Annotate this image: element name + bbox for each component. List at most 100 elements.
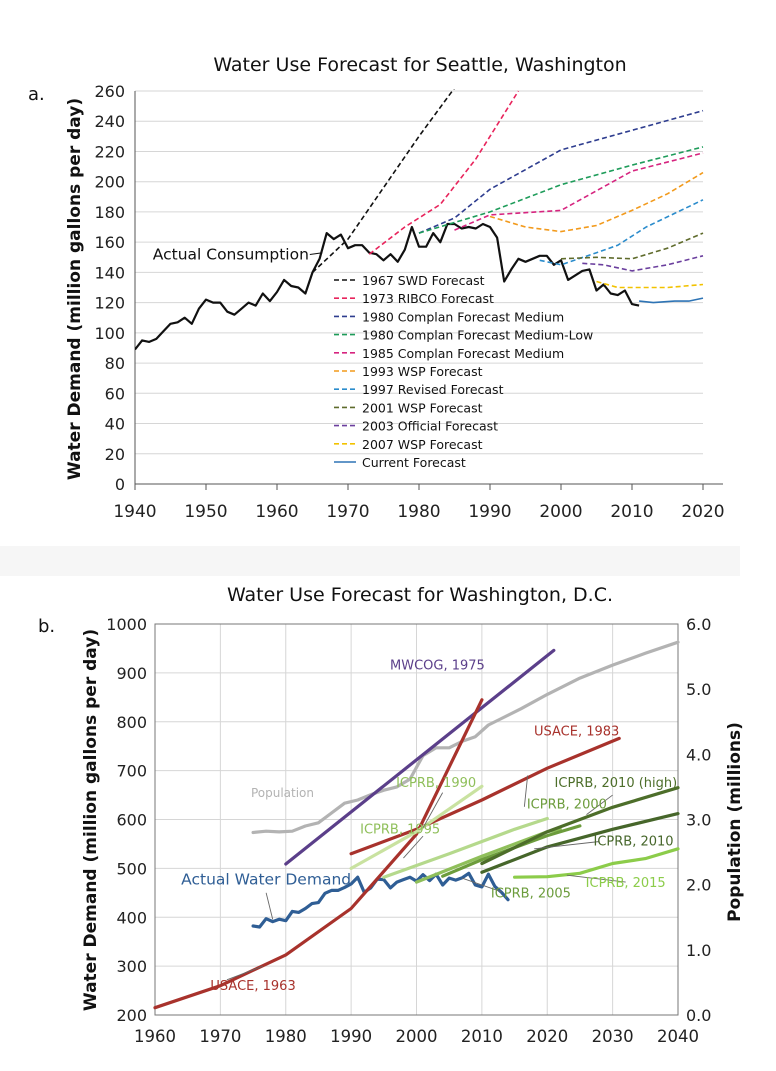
chart-a-legend-entry: 1993 WSP Forecast [362,364,483,379]
chart-a-series-1993-wsp-forecast [489,171,704,233]
chart-a-ytick: 80 [105,354,125,373]
chart-a-series-actual-consumption [135,222,640,351]
chart-b-leader-line [523,775,529,807]
chart-b-xtick: 2040 [657,1027,699,1046]
chart-b-label-icprb-2000: ICPRB, 2000 [527,798,607,813]
chart-b-series-usace-1983 [349,736,621,856]
chart-a-xtick: 1980 [397,502,440,522]
chart-a-ytick: 100 [94,324,125,343]
chart-a-xtick: 1940 [113,502,156,522]
chart-b-label-icprb-2010-high: ICPRB, 2010 (high) [555,776,678,791]
chart-a-ylabel: Water Demand (million gallons per day) [65,98,85,480]
chart-b-panel-label: b. [38,616,55,637]
chart-b-y2tick: 0.0 [686,1006,711,1025]
chart-b-series-usace-1963 [153,698,484,1010]
chart-b-y2tick: 4.0 [686,745,711,764]
chart-a-ytick: 260 [94,82,125,101]
chart-a-legend-entry: Current Forecast [362,455,466,470]
chart-b-xtick: 1990 [330,1027,372,1046]
chart-a-ytick: 120 [94,294,125,313]
chart-b-y2tick: 2.0 [686,876,711,895]
chart-b-label-icprb-2005: ICPRB, 2005 [491,887,571,902]
chart-a-panel-label: a. [28,84,45,105]
chart-b-ytick: 700 [116,762,147,781]
chart-b-series-population [251,640,680,835]
chart-a-legend-entry: 1985 Complan Forecast Medium [362,346,564,361]
panel-divider [0,546,740,576]
chart-a-series-1980-complan-forecast-medium-low [418,146,704,234]
chart-a-series-1997-revised-forecast [539,199,704,266]
chart-a-series-1985-complan-forecast-medium [454,152,704,231]
chart-b-leader-line [265,892,274,920]
chart-a-xtick: 2010 [610,502,653,522]
chart-b-leader-line [586,794,613,815]
chart-a-ytick: 160 [94,233,125,252]
chart-a-legend-entry: 1997 Revised Forecast [362,382,504,397]
chart-b-label-usace-1983: USACE, 1983 [534,724,619,739]
chart-b-label-icprb-1995: ICPRB, 1995 [360,823,440,838]
chart-a-series-1980-complan-forecast-medium [418,109,704,234]
chart-a-xtick: 2000 [539,502,582,522]
chart-a-ytick: 20 [105,445,125,464]
chart-a-ytick: 220 [94,142,125,161]
chart-a-series-1967-swd-forecast [311,89,455,273]
chart-b-leader-line [226,965,264,981]
chart-a-annotation: Actual Consumption [153,246,309,264]
chart-b-series-icprb-2010-high [480,786,680,866]
chart-a-legend-entry: 1967 SWD Forecast [362,273,485,288]
chart-b-leader-line [534,841,600,850]
chart-b-label-icprb-2010: ICPRB, 2010 [594,834,674,849]
chart-b-ytick: 900 [116,664,147,683]
chart-a-series-2001-wsp-forecast [560,232,704,260]
chart-a-xtick: 1950 [184,502,227,522]
chart-b-frame [154,623,679,1016]
chart-b-y2tick: 5.0 [686,680,711,699]
chart-b-label-icprb-1990: ICPRB, 1990 [396,776,476,791]
chart-a-ytick: 140 [94,263,125,282]
chart-a-annotation-leader [309,252,323,256]
chart-b-xtick: 2000 [396,1027,438,1046]
chart-b-series-icprb-1995 [382,816,549,879]
chart-a-series-2007-wsp-forecast [596,280,704,289]
chart-a-ytick: 60 [105,384,125,403]
chart-b-ytick: 300 [116,957,147,976]
chart-b-ytick: 200 [116,1006,147,1025]
chart-b-leader-line [462,877,502,893]
chart-b-y2tick: 1.0 [686,941,711,960]
chart-a-xtick: 1990 [468,502,511,522]
chart-b-xtick: 1960 [134,1027,176,1046]
chart-a-plot: 0 20 40 60 80 100 120 140 160 180 200 220 240 260 1940… [94,82,724,522]
chart-b-label-icprb-2015: ICPRB, 2015 [586,876,666,891]
chart-b-ytick: 800 [116,713,147,732]
chart-a-series-group [135,89,704,351]
chart-a-legend-entry: 1973 RIBCO Forecast [362,291,494,306]
chart-a-ytick: 200 [94,173,125,192]
chart-b-series-actual-water-demand [251,871,510,929]
chart-b-leader-line [422,792,444,829]
chart-b-xtick: 2010 [461,1027,503,1046]
chart-b-label-actual-water-demand: Actual Water Demand [181,871,351,889]
chart-a-series-1973-ribco-forecast [368,90,520,255]
chart-b-label-mwcog-1975: MWCOG, 1975 [390,658,485,673]
chart-a-title: Water Use Forecast for Seattle, Washingt… [213,54,626,76]
chart-a-xtick: 1970 [326,502,369,522]
chart-b-label-usace-1963: USACE, 1963 [210,979,295,994]
chart-b-label-population: Population [251,786,314,800]
chart-a-series-current-forecast [639,297,704,304]
chart-b-xtick: 2030 [592,1027,634,1046]
chart-a-series-2003-official-forecast [582,255,704,272]
chart-a-ytick: 240 [94,112,125,131]
chart-b-ytick: 400 [116,908,147,927]
chart-b-xtick: 1970 [199,1027,241,1046]
chart-a-xtick: 2020 [681,502,724,522]
chart-b-y2label: Population (millions) [725,722,745,922]
chart-a-ytick: 40 [105,415,125,434]
chart-b-title: Water Use Forecast for Washington, D.C. [227,584,613,606]
chart-a-legend-entry: 2007 WSP Forecast [362,437,483,452]
chart-a-legend-entry: 1980 Complan Forecast Medium [362,309,564,324]
chart-b-xtick: 2020 [526,1027,568,1046]
chart-a-legend-entry: 2003 Official Forecast [362,419,498,434]
chart-a-xtick: 1960 [255,502,298,522]
chart-b-plot: 200 300 400 500 600 700 800 900 1000 1960 1970 1980… [106,615,711,1046]
chart-a-legend: 1967 SWD Forecast 1973 RIBCO Forecast 1980… [334,273,593,470]
